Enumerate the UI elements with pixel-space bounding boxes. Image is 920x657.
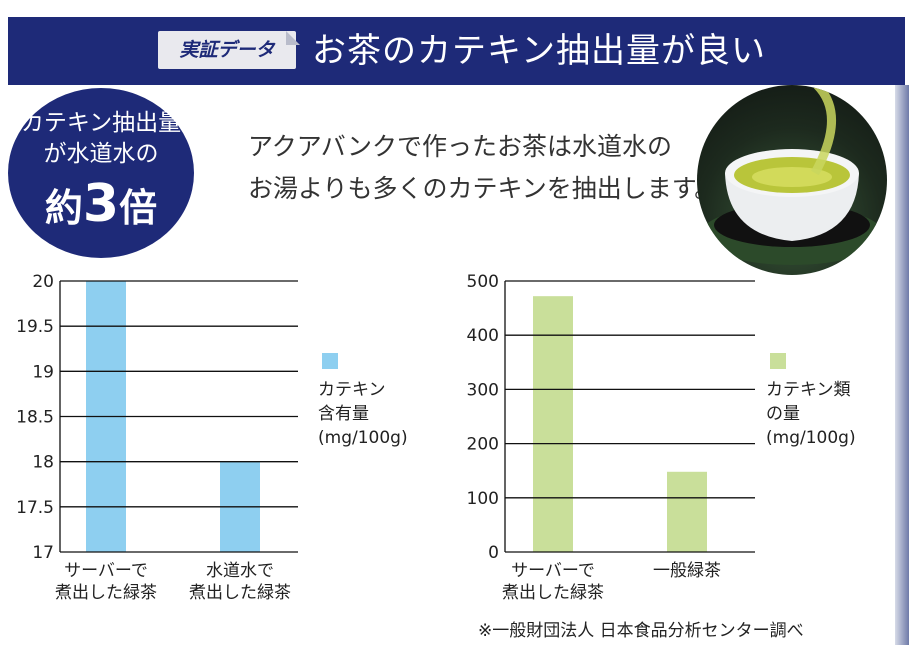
chart1-ytick-label: 18	[32, 453, 54, 473]
page-title: お茶のカテキン抽出量が良い	[312, 31, 766, 71]
chart1-legend-text: 含有量	[318, 404, 369, 424]
chart2-ytick-label: 200	[467, 435, 499, 455]
chart-catechin-content: 2019.51918.51817.517サーバーで煮出した緑茶水道水で煮出した緑…	[16, 272, 407, 603]
badge-number: 3	[82, 174, 120, 234]
highlight-badge: カテキン抽出量 が水道水の 約3倍	[8, 88, 194, 258]
chart2-ytick-label: 0	[488, 543, 499, 563]
chart2-legend-text: の量	[766, 404, 800, 424]
chart2-legend-text: カテキン類	[766, 380, 851, 400]
badge-prefix: 約	[44, 186, 83, 230]
chart2-ytick-label: 500	[467, 272, 499, 292]
chart2-ytick-label: 400	[467, 326, 499, 346]
green-tea-cup-photo	[697, 85, 887, 275]
chart1-ytick-label: 19.5	[16, 317, 54, 337]
chart1-ytick-label: 20	[32, 272, 54, 292]
chart1-legend-text: カテキン	[318, 380, 386, 400]
badge-suffix: 倍	[119, 186, 158, 230]
chart1-category-label: 煮出した緑茶	[55, 583, 157, 603]
chart1-ytick-label: 18.5	[16, 408, 54, 428]
chart1-legend-text: (mg/100g)	[318, 428, 408, 448]
chart1-ytick-label: 19	[32, 362, 54, 382]
intro-line-1: アクアバンクで作ったお茶は水道水の	[248, 132, 673, 161]
chart1-category-label: サーバーで	[64, 561, 148, 581]
chart2-bar-2	[667, 471, 707, 552]
chart1-category-label: 煮出した緑茶	[189, 583, 291, 603]
chart1-ytick-label: 17	[32, 543, 54, 563]
intro-line-2: お湯よりも多くのカテキンを抽出します。	[248, 174, 720, 203]
chart2-category-label: 煮出した緑茶	[502, 583, 604, 603]
footnote: ※一般財団法人 日本食品分析センター調べ	[478, 621, 804, 641]
badge-line-1: カテキン抽出量	[20, 110, 182, 136]
header-bar	[8, 17, 905, 85]
chart2-ytick-label: 300	[467, 380, 499, 400]
chart1-ytick-label: 17.5	[16, 498, 54, 518]
chart2-legend-swatch	[770, 353, 786, 369]
chart2-ytick-label: 100	[467, 489, 499, 509]
chart1-category-label: 水道水で	[206, 561, 274, 581]
intro-text: アクアバンクで作ったお茶は水道水の お湯よりも多くのカテキンを抽出します。	[248, 126, 719, 210]
badge-line-2: が水道水の	[43, 141, 159, 167]
chart2-category-label: サーバーで	[511, 561, 595, 581]
chart2-bar-1	[533, 296, 573, 552]
tea-cup-illustration	[700, 85, 884, 265]
chart1-legend-swatch	[322, 353, 338, 369]
chart2-category-label: 一般緑茶	[653, 561, 721, 581]
header-tag: 実証データ	[158, 31, 296, 69]
chart2-legend-text: (mg/100g)	[766, 428, 856, 448]
badge-line-3: 約3倍	[8, 174, 194, 238]
side-decoration-bar	[895, 85, 909, 645]
